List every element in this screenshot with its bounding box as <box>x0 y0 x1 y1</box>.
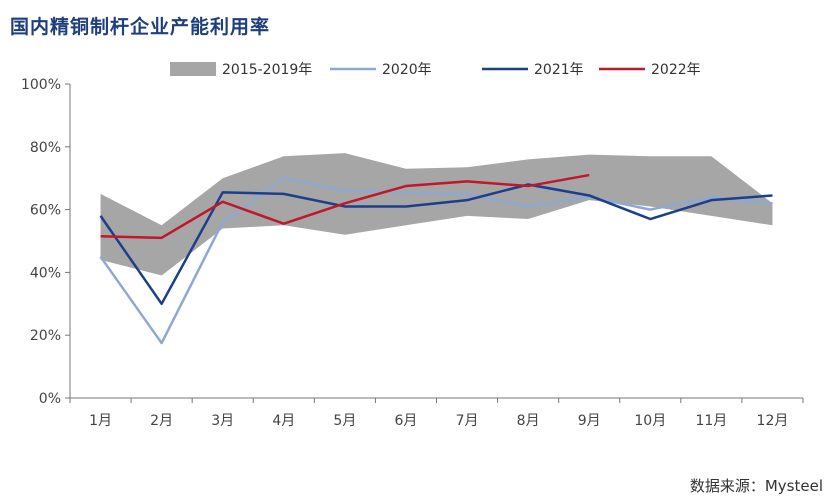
x-tick-label: 7月 <box>456 413 479 429</box>
band-2015-2019 <box>100 153 773 276</box>
legend-label-2020年: 2020年 <box>382 62 432 78</box>
x-tick-label: 10月 <box>634 413 666 429</box>
x-tick-label: 8月 <box>517 413 540 429</box>
x-tick-label: 3月 <box>211 413 234 429</box>
data-source: 数据来源：Mysteel <box>689 477 823 495</box>
series-2021-line <box>99 183 773 306</box>
y-tick-label: 0% <box>39 391 61 407</box>
x-tick-label: 6月 <box>394 413 417 429</box>
x-tick-label: 11月 <box>695 413 727 429</box>
y-tick-label: 20% <box>30 328 61 344</box>
series-2020-line <box>99 176 773 345</box>
legend-label-2022年: 2022年 <box>651 62 701 78</box>
x-tick-label: 5月 <box>333 413 356 429</box>
x-tick-label: 1月 <box>89 413 112 429</box>
x-tick-label: 9月 <box>578 413 601 429</box>
legend-swatch-band <box>170 62 216 76</box>
y-tick-label: 100% <box>21 77 61 93</box>
legend-label-band: 2015-2019年 <box>222 62 312 78</box>
x-tick-label: 12月 <box>757 413 789 429</box>
x-tick-label: 2月 <box>150 413 173 429</box>
x-tick-label: 4月 <box>272 413 295 429</box>
legend-label-2021年: 2021年 <box>534 62 584 78</box>
y-tick-label: 80% <box>30 140 61 156</box>
y-tick-label: 60% <box>30 203 61 219</box>
y-tick-label: 40% <box>30 265 61 281</box>
chart-title: 国内精铜制杆企业产能利用率 <box>10 16 271 38</box>
series-2022-line <box>100 173 590 240</box>
